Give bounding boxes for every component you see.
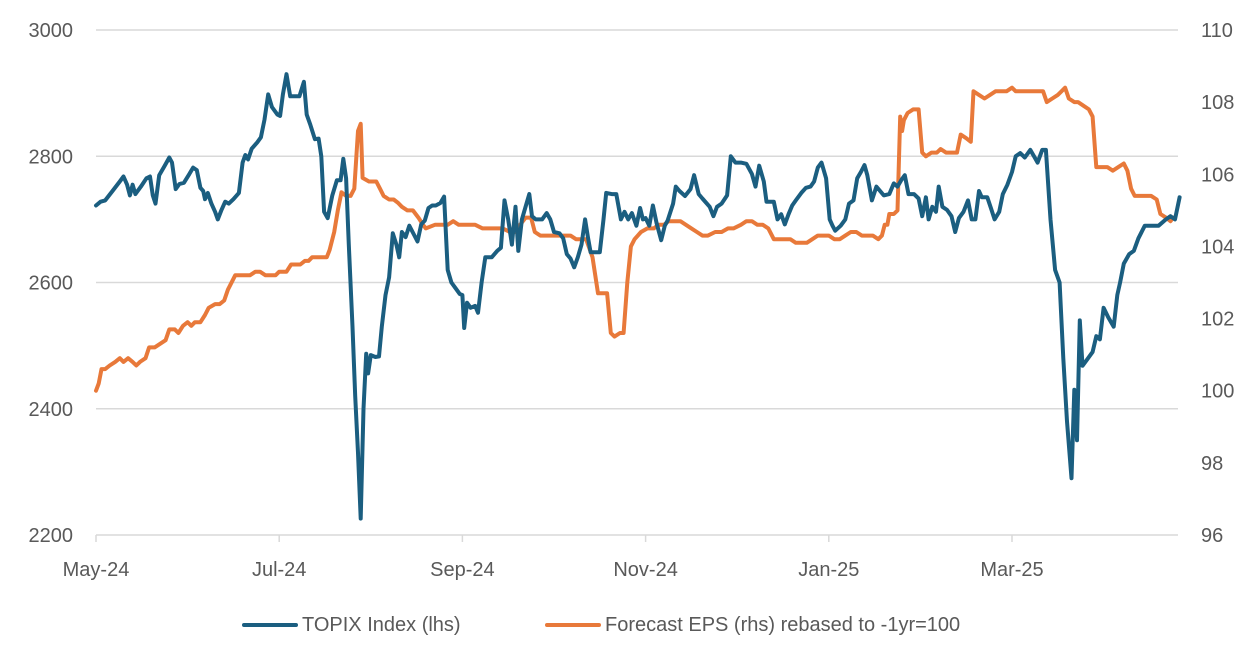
legend: TOPIX Index (lhs) Forecast EPS (rhs) reb… bbox=[0, 608, 1260, 642]
y-left-tick-label: 2200 bbox=[29, 525, 74, 547]
series-line-topix bbox=[94, 72, 1182, 521]
series-lines bbox=[94, 72, 1182, 521]
y-right-tick-label: 102 bbox=[1201, 309, 1234, 331]
x-tick-label: Jan-25 bbox=[798, 559, 859, 581]
gridlines bbox=[96, 29, 1178, 536]
series-line-forecast-eps bbox=[94, 85, 1176, 393]
y-right-tick-label: 106 bbox=[1201, 164, 1234, 186]
y-left-tick-label: 2600 bbox=[29, 273, 74, 295]
legend-item-topix[interactable]: TOPIX Index (lhs) bbox=[242, 608, 461, 642]
y-right-tick-label: 98 bbox=[1201, 453, 1223, 475]
legend-label-topix: TOPIX Index (lhs) bbox=[302, 613, 461, 636]
x-axis: May-24 Jul-24 Sep-24 Nov-24 Jan-25 Mar-25 bbox=[63, 535, 1044, 581]
y-right-tick-label: 110 bbox=[1201, 20, 1233, 42]
y-right-tick-label: 100 bbox=[1201, 381, 1234, 403]
x-tick-label: May-24 bbox=[63, 559, 130, 581]
y-left-tick-label: 3000 bbox=[29, 20, 74, 42]
legend-swatch-eps bbox=[545, 623, 601, 627]
y-right-tick-label: 104 bbox=[1201, 236, 1234, 258]
y-left-tick-label: 2800 bbox=[29, 146, 74, 168]
y-axis-left: 2200 2400 2600 2800 3000 bbox=[29, 20, 74, 547]
y-axis-right: 96 98 100 102 104 106 108 110 bbox=[1201, 20, 1234, 547]
y-right-tick-label: 108 bbox=[1201, 92, 1234, 114]
x-tick-label: Jul-24 bbox=[252, 559, 306, 581]
x-tick-label: Mar-25 bbox=[980, 559, 1043, 581]
chart: May-24 Jul-24 Sep-24 Nov-24 Jan-25 Mar-25 220… bbox=[29, 20, 1235, 581]
x-tick-label: Sep-24 bbox=[430, 559, 495, 581]
y-left-tick-label: 2400 bbox=[29, 399, 74, 421]
legend-swatch-topix bbox=[242, 623, 298, 627]
x-tick-label: Nov-24 bbox=[613, 559, 677, 581]
legend-item-eps[interactable]: Forecast EPS (rhs) rebased to -1yr=100 bbox=[545, 608, 960, 642]
legend-label-eps: Forecast EPS (rhs) rebased to -1yr=100 bbox=[605, 613, 961, 636]
y-right-tick-label: 96 bbox=[1201, 525, 1223, 547]
